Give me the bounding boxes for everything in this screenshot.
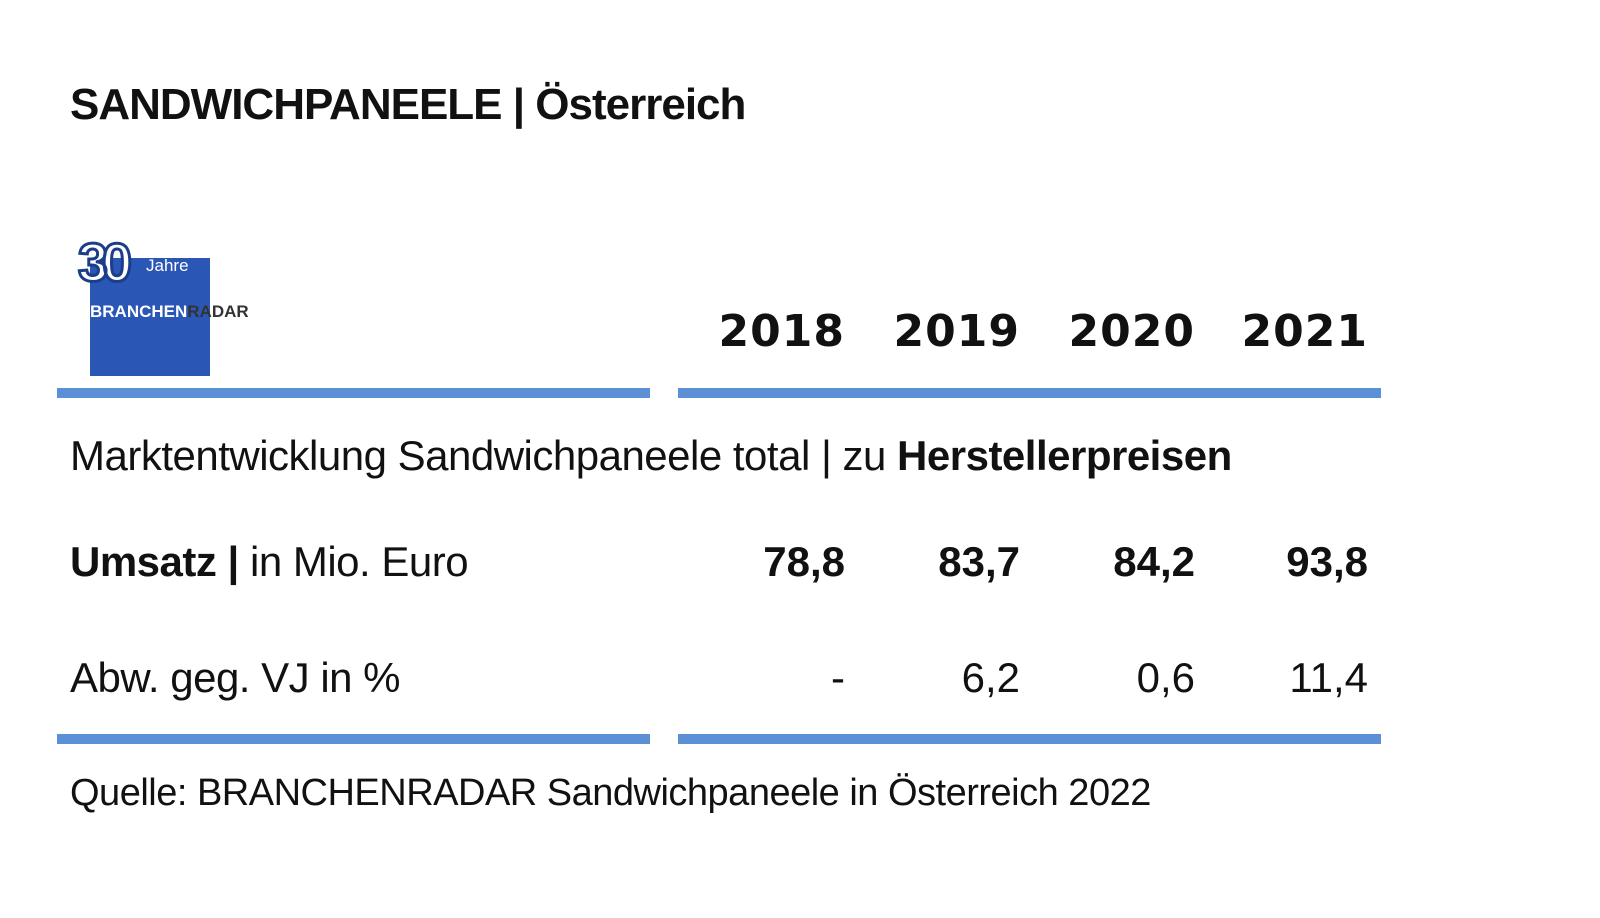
page-title: SANDWICHPANEELE | Österreich bbox=[70, 80, 746, 129]
table-cell-2019: 6,2 bbox=[961, 654, 1020, 701]
source-note: Quelle: BRANCHENRADAR Sandwichpaneele in… bbox=[70, 772, 1151, 814]
row-label-text: Abw. geg. VJ in % bbox=[70, 654, 401, 701]
logo-wordmark: BRANCHENRADAR bbox=[90, 302, 249, 322]
row-label-bold: Umsatz | bbox=[70, 538, 239, 585]
branchenradar-logo: 30 Jahre BRANCHENRADAR bbox=[76, 233, 298, 376]
table-cell-2021: 11,4 bbox=[1289, 654, 1368, 701]
table-subtitle: Marktentwicklung Sandwichpaneele total |… bbox=[70, 432, 1232, 480]
table-cell-2019: 83,7 bbox=[938, 538, 1020, 585]
row-label: Umsatz | in Mio. Euro bbox=[70, 538, 469, 586]
table-cell-2020: 84,2 bbox=[1113, 538, 1195, 585]
bottom-rule-right bbox=[678, 734, 1381, 744]
logo-jahre: Jahre bbox=[146, 256, 189, 275]
year-header-2019: 2019 bbox=[893, 306, 1020, 357]
year-header-2020: 2020 bbox=[1068, 306, 1195, 357]
top-rule-right bbox=[678, 388, 1381, 398]
logo-word-radar: RADAR bbox=[187, 302, 249, 321]
bottom-rule-left bbox=[57, 734, 650, 744]
year-header-2018: 2018 bbox=[718, 306, 845, 357]
table-cell-2020: 0,6 bbox=[1136, 654, 1195, 701]
row-label: Abw. geg. VJ in % bbox=[70, 654, 401, 702]
year-header-2021: 2021 bbox=[1241, 306, 1368, 357]
table-cell-2018: 78,8 bbox=[763, 538, 845, 585]
top-rule-left bbox=[57, 388, 650, 398]
subtitle-prefix: Marktentwicklung Sandwichpaneele total |… bbox=[70, 432, 898, 479]
logo-number: 30 bbox=[76, 233, 133, 293]
table-cell-2018: - bbox=[831, 654, 845, 701]
logo-word-branchen: BRANCHEN bbox=[90, 302, 188, 321]
subtitle-bold: Herstellerpreisen bbox=[897, 432, 1232, 479]
logo-box bbox=[90, 258, 210, 376]
row-label-text: in Mio. Euro bbox=[238, 538, 469, 585]
table-cell-2021: 93,8 bbox=[1286, 538, 1368, 585]
